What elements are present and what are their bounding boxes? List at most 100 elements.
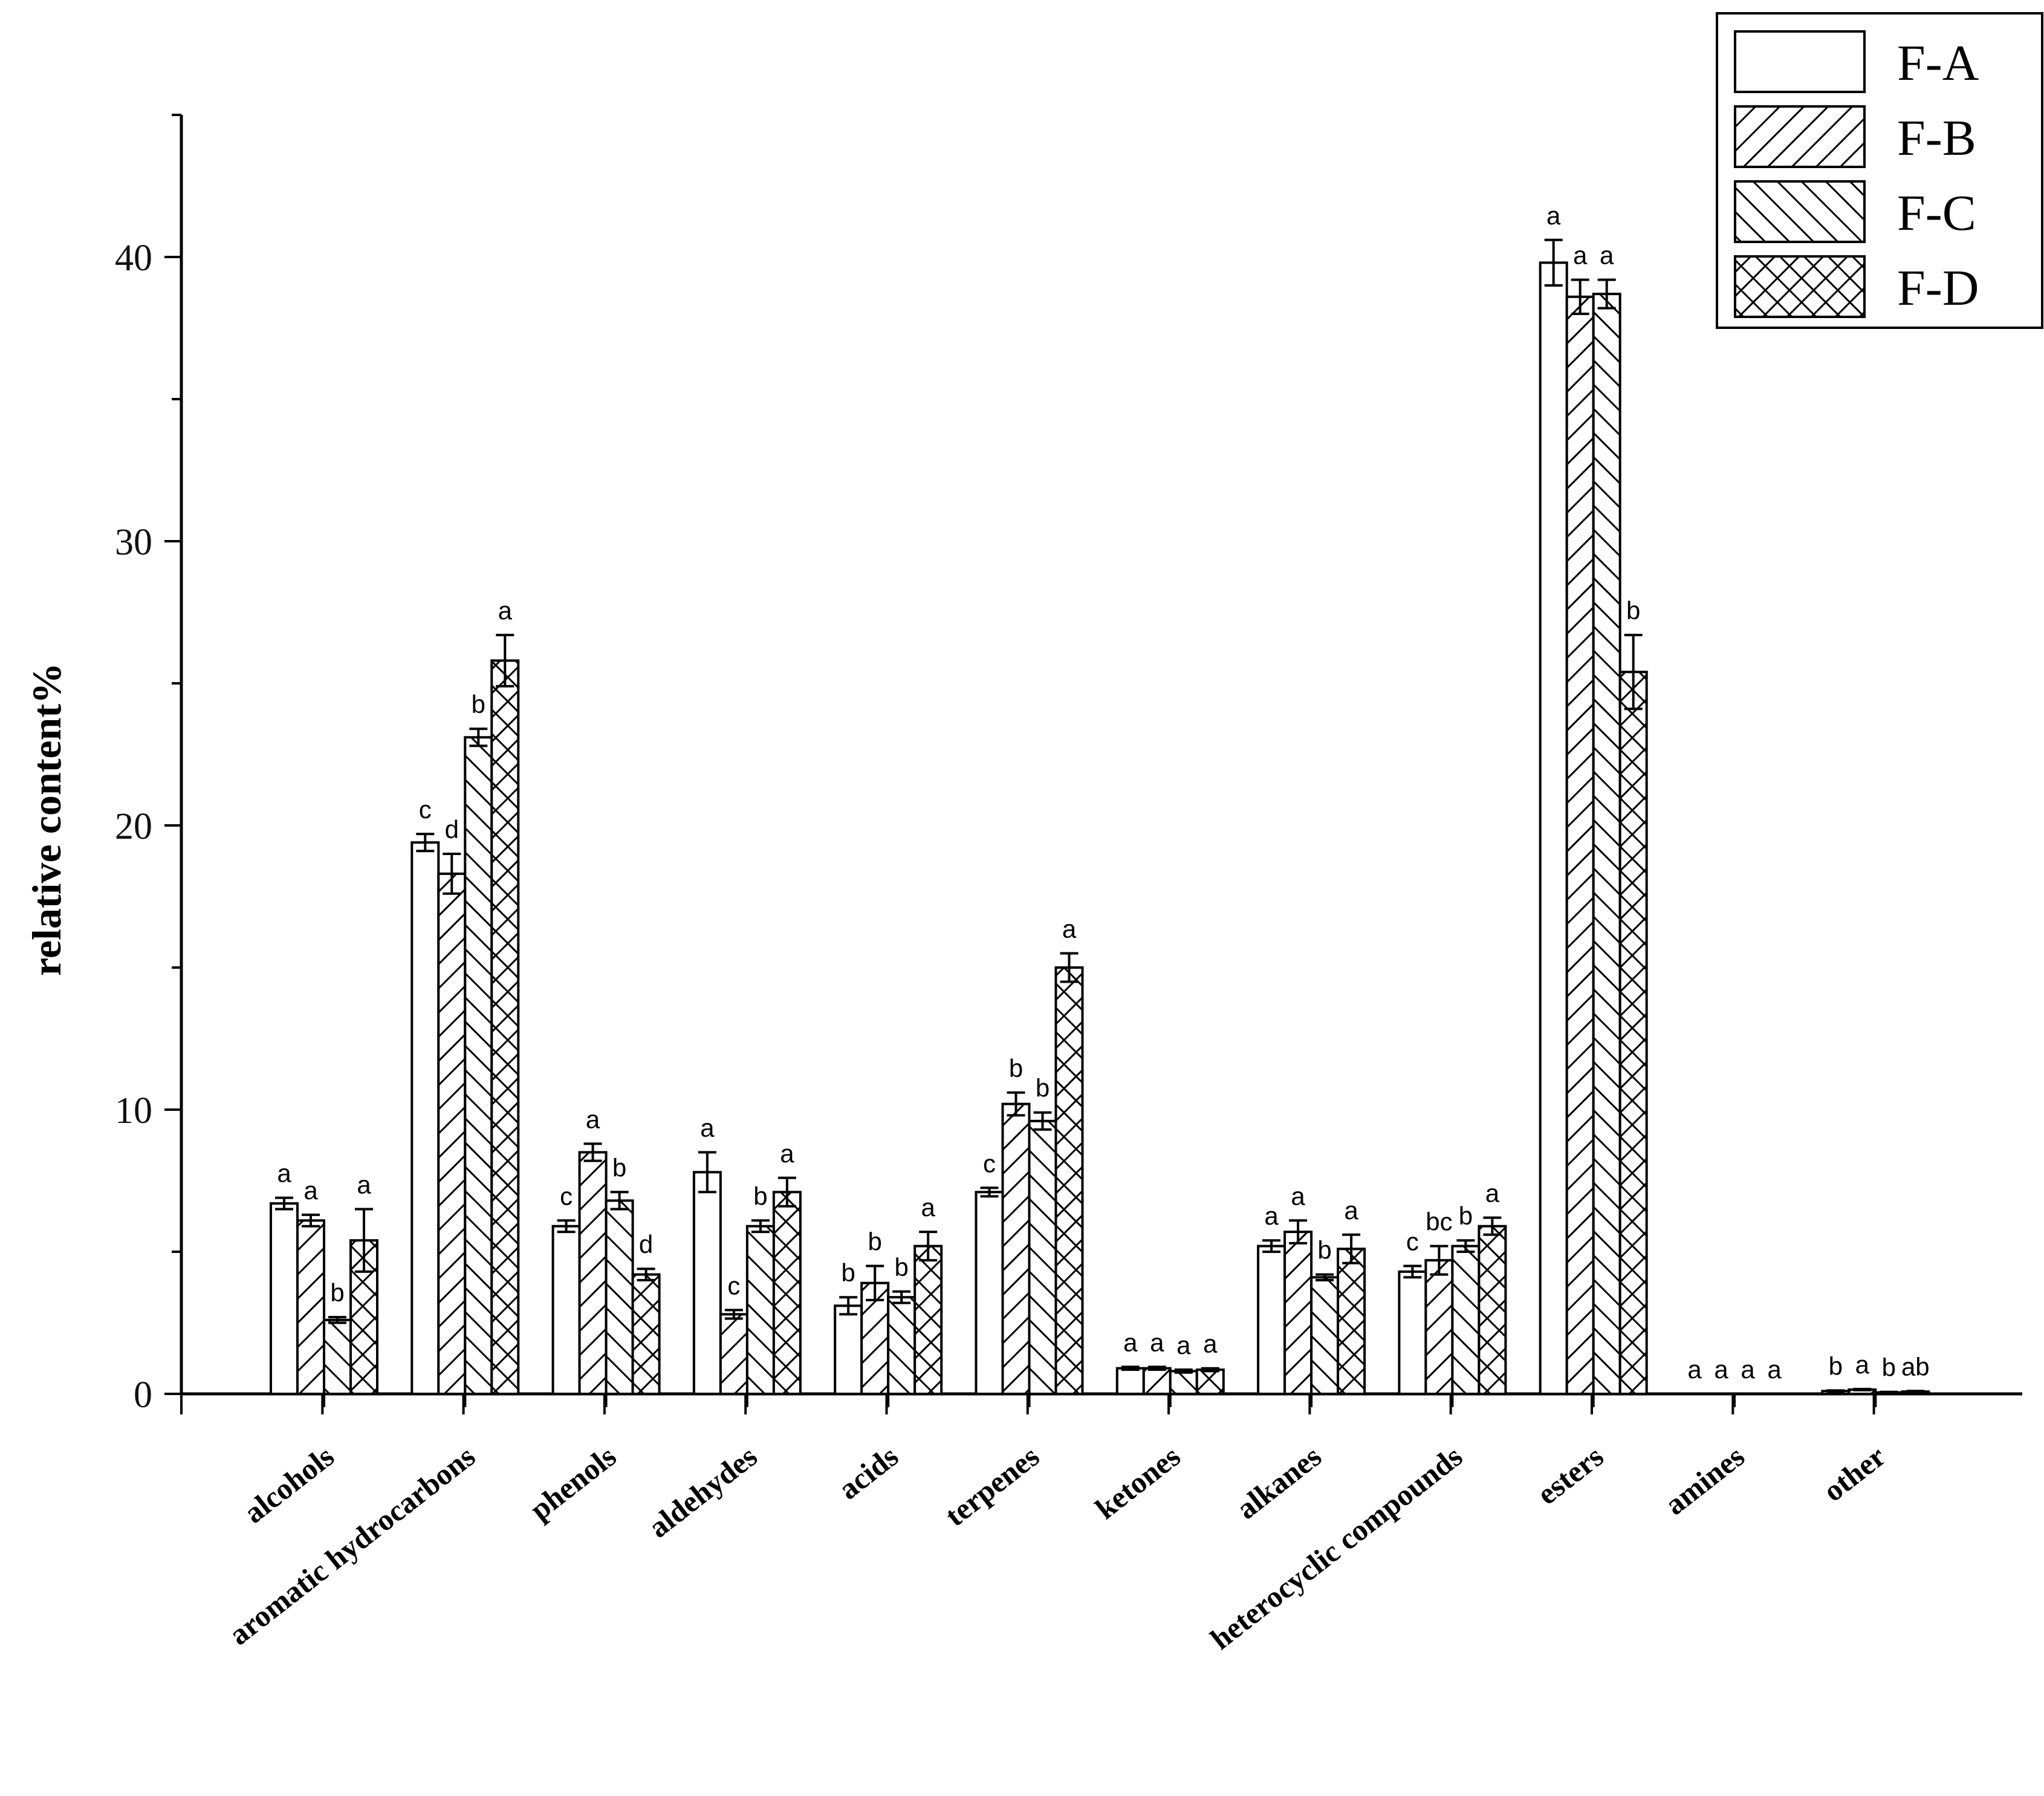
significance-letter: a — [1714, 1355, 1728, 1384]
x-category-label: amines — [1658, 1439, 1751, 1521]
significance-letter: b — [1829, 1352, 1843, 1380]
y-axis-label: relative content% — [24, 663, 70, 976]
significance-letter: b — [1459, 1202, 1473, 1230]
significance-letter: a — [1546, 201, 1561, 230]
significance-letter: a — [357, 1171, 371, 1199]
bar-f-b-phenols — [578, 1151, 608, 1395]
bar-f-a-acids — [834, 1304, 863, 1396]
x-category-label: alcohols — [238, 1439, 340, 1530]
bar-f-b-terpenes — [1001, 1102, 1031, 1395]
bar-f-d-heterocyclic-compounds — [1478, 1225, 1507, 1395]
bar-f-c-aromatic-hydrocarbons — [464, 736, 493, 1395]
y-tick-label: 0 — [134, 1375, 152, 1416]
legend-swatch-f-c — [1734, 180, 1866, 243]
y-tick-label: 20 — [115, 806, 152, 847]
significance-letter: ab — [1901, 1352, 1930, 1381]
significance-letter: c — [983, 1149, 996, 1177]
bar-f-a-ketones — [1115, 1367, 1145, 1395]
significance-letter: b — [1036, 1074, 1050, 1102]
legend-label: F-C — [1897, 185, 1976, 241]
significance-letter: b — [868, 1228, 882, 1256]
significance-letter: b — [753, 1182, 767, 1210]
x-category-label: ketones — [1089, 1439, 1186, 1526]
bar-f-a-esters — [1539, 261, 1568, 1395]
bar-f-d-esters — [1618, 671, 1648, 1395]
significance-letter: a — [1150, 1328, 1164, 1356]
significance-letter: bc — [1426, 1208, 1452, 1236]
significance-letter: a — [780, 1139, 794, 1168]
significance-letter: a — [1741, 1355, 1755, 1384]
bar-f-a-alkanes — [1257, 1245, 1286, 1396]
bar-f-b-aldehydes — [719, 1313, 748, 1395]
bar-f-b-alcohols — [296, 1219, 325, 1396]
legend-swatch-f-b — [1734, 105, 1866, 168]
significance-letter: a — [1573, 241, 1588, 270]
bar-f-c-alcohols — [323, 1318, 352, 1396]
significance-letter: d — [639, 1230, 653, 1258]
legend-label: F-B — [1897, 110, 1976, 166]
bar-f-b-ketones — [1142, 1367, 1172, 1395]
x-category-label: phenols — [524, 1439, 623, 1527]
bar-f-c-esters — [1592, 293, 1621, 1396]
significance-letter: c — [727, 1271, 740, 1300]
bar-f-c-ketones — [1169, 1370, 1198, 1395]
significance-letter: a — [1264, 1202, 1279, 1230]
significance-letter: a — [277, 1159, 291, 1188]
bar-f-a-heterocyclic-compounds — [1398, 1270, 1427, 1395]
significance-letter: b — [1009, 1054, 1023, 1082]
legend-label: F-D — [1897, 260, 1979, 316]
significance-letter: b — [842, 1258, 855, 1287]
legend-swatch-f-a — [1734, 30, 1866, 93]
significance-letter: c — [1406, 1228, 1419, 1256]
x-category-label: heterocyclic compounds — [1204, 1439, 1469, 1656]
y-tick-label: 10 — [115, 1090, 152, 1131]
legend: F-A F-B F-C F-D — [1716, 12, 2043, 329]
bar-f-c-aldehydes — [745, 1225, 775, 1395]
x-category-label: alkanes — [1230, 1439, 1327, 1526]
significance-letter: b — [1317, 1236, 1331, 1264]
x-category-label: aldehydes — [642, 1439, 764, 1544]
x-category-label: acids — [832, 1439, 904, 1506]
x-category-label: terpenes — [939, 1439, 1046, 1533]
significance-letter: a — [700, 1114, 715, 1142]
bar-f-a-alcohols — [270, 1202, 299, 1395]
significance-letter: b — [472, 690, 485, 718]
significance-letter: b — [895, 1253, 909, 1281]
bar-f-c-terpenes — [1028, 1119, 1057, 1396]
legend-swatch-f-d — [1734, 255, 1866, 318]
significance-letter: a — [303, 1176, 318, 1205]
x-category-label: aromatic hydrocarbons — [222, 1439, 481, 1652]
y-tick-label: 30 — [115, 522, 152, 563]
bar-f-a-terpenes — [975, 1191, 1004, 1396]
significance-letter: a — [1062, 915, 1077, 943]
y-tick-label: 40 — [115, 238, 152, 279]
x-category-label: esters — [1531, 1439, 1610, 1511]
significance-letter: b — [612, 1153, 626, 1182]
bar-f-d-terpenes — [1054, 966, 1084, 1395]
significance-letter: a — [1855, 1350, 1870, 1379]
significance-letter: a — [921, 1193, 936, 1222]
significance-letter: b — [1882, 1353, 1896, 1382]
bar-f-d-acids — [913, 1245, 943, 1396]
bars — [270, 261, 1930, 1396]
bar-f-c-heterocyclic-compounds — [1451, 1245, 1481, 1396]
bar-f-b-aromatic-hydrocarbons — [437, 872, 467, 1395]
bar-f-b-alkanes — [1283, 1231, 1313, 1395]
error-bars — [275, 238, 1925, 1394]
bar-f-d-phenols — [631, 1273, 661, 1396]
bar-f-d-aromatic-hydrocarbons — [490, 659, 520, 1395]
significance-letter: a — [1123, 1328, 1138, 1356]
bar-f-a-phenols — [551, 1225, 581, 1395]
significance-letter: a — [1767, 1355, 1782, 1384]
significance-letter: a — [498, 596, 513, 625]
bar-f-b-esters — [1565, 295, 1595, 1395]
bar-f-c-acids — [887, 1296, 917, 1395]
significance-letter: a — [1485, 1179, 1500, 1208]
significance-letter: a — [586, 1105, 600, 1133]
significance-letter: a — [1176, 1331, 1191, 1359]
significance-letter: b — [1626, 596, 1640, 625]
significance-letter: a — [1600, 241, 1614, 270]
